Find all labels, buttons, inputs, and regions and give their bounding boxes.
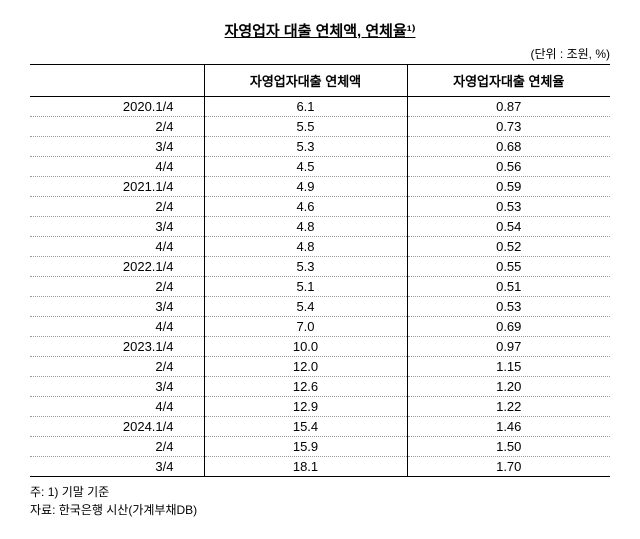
table-row: 3/44.80.54	[30, 217, 610, 237]
table-row: 3/45.40.53	[30, 297, 610, 317]
table-row: 4/44.80.52	[30, 237, 610, 257]
period-cell: 3/4	[30, 377, 204, 397]
period-cell: 2021.1/4	[30, 177, 204, 197]
amount-cell: 5.3	[204, 257, 407, 277]
amount-cell: 12.9	[204, 397, 407, 417]
amount-cell: 4.6	[204, 197, 407, 217]
table-row: 2/45.10.51	[30, 277, 610, 297]
rate-cell: 1.50	[407, 437, 610, 457]
table-row: 3/412.61.20	[30, 377, 610, 397]
amount-cell: 15.9	[204, 437, 407, 457]
table-row: 2024.1/415.41.46	[30, 417, 610, 437]
amount-cell: 4.9	[204, 177, 407, 197]
col-header-rate: 자영업자대출 연체율	[407, 65, 610, 97]
unit-label: (단위 : 조원, %)	[30, 45, 610, 62]
rate-cell: 0.52	[407, 237, 610, 257]
table-row: 2022.1/45.30.55	[30, 257, 610, 277]
rate-cell: 1.22	[407, 397, 610, 417]
table-row: 2/44.60.53	[30, 197, 610, 217]
period-cell: 4/4	[30, 237, 204, 257]
rate-cell: 0.69	[407, 317, 610, 337]
table-row: 2020.1/46.10.87	[30, 97, 610, 117]
table-row: 4/47.00.69	[30, 317, 610, 337]
table-row: 4/44.50.56	[30, 157, 610, 177]
period-cell: 2/4	[30, 357, 204, 377]
rate-cell: 0.68	[407, 137, 610, 157]
rate-cell: 0.53	[407, 197, 610, 217]
table-row: 3/418.11.70	[30, 457, 610, 477]
amount-cell: 18.1	[204, 457, 407, 477]
rate-cell: 0.97	[407, 337, 610, 357]
period-cell: 2/4	[30, 117, 204, 137]
footnote-line1: 주: 1) 기말 기준	[30, 483, 610, 501]
rate-cell: 1.70	[407, 457, 610, 477]
table-row: 2021.1/44.90.59	[30, 177, 610, 197]
rate-cell: 0.53	[407, 297, 610, 317]
table-row: 2/45.50.73	[30, 117, 610, 137]
amount-cell: 4.8	[204, 217, 407, 237]
amount-cell: 5.4	[204, 297, 407, 317]
table-row: 4/412.91.22	[30, 397, 610, 417]
period-cell: 2/4	[30, 197, 204, 217]
rate-cell: 0.87	[407, 97, 610, 117]
amount-cell: 6.1	[204, 97, 407, 117]
col-header-period	[30, 65, 204, 97]
amount-cell: 15.4	[204, 417, 407, 437]
period-cell: 2/4	[30, 277, 204, 297]
table-row: 2/415.91.50	[30, 437, 610, 457]
table-body: 2020.1/46.10.872/45.50.733/45.30.684/44.…	[30, 97, 610, 477]
rate-cell: 0.51	[407, 277, 610, 297]
data-table: 자영업자대출 연체액 자영업자대출 연체율 2020.1/46.10.872/4…	[30, 64, 610, 477]
amount-cell: 10.0	[204, 337, 407, 357]
footnote-line2: 자료: 한국은행 시산(가계부채DB)	[30, 501, 610, 519]
amount-cell: 5.5	[204, 117, 407, 137]
rate-cell: 1.20	[407, 377, 610, 397]
period-cell: 3/4	[30, 457, 204, 477]
period-cell: 4/4	[30, 157, 204, 177]
col-header-amount: 자영업자대출 연체액	[204, 65, 407, 97]
rate-cell: 1.15	[407, 357, 610, 377]
period-cell: 2023.1/4	[30, 337, 204, 357]
period-cell: 2024.1/4	[30, 417, 204, 437]
period-cell: 2020.1/4	[30, 97, 204, 117]
period-cell: 3/4	[30, 217, 204, 237]
period-cell: 4/4	[30, 317, 204, 337]
period-cell: 2022.1/4	[30, 257, 204, 277]
period-cell: 3/4	[30, 137, 204, 157]
amount-cell: 5.3	[204, 137, 407, 157]
amount-cell: 4.5	[204, 157, 407, 177]
table-row: 3/45.30.68	[30, 137, 610, 157]
rate-cell: 0.56	[407, 157, 610, 177]
period-cell: 3/4	[30, 297, 204, 317]
table-row: 2/412.01.15	[30, 357, 610, 377]
amount-cell: 12.6	[204, 377, 407, 397]
rate-cell: 0.54	[407, 217, 610, 237]
amount-cell: 7.0	[204, 317, 407, 337]
amount-cell: 4.8	[204, 237, 407, 257]
amount-cell: 12.0	[204, 357, 407, 377]
period-cell: 2/4	[30, 437, 204, 457]
amount-cell: 5.1	[204, 277, 407, 297]
rate-cell: 0.73	[407, 117, 610, 137]
rate-cell: 1.46	[407, 417, 610, 437]
table-row: 2023.1/410.00.97	[30, 337, 610, 357]
footnote: 주: 1) 기말 기준 자료: 한국은행 시산(가계부채DB)	[30, 483, 610, 519]
table-title: 자영업자 대출 연체액, 연체율¹⁾	[30, 20, 610, 41]
period-cell: 4/4	[30, 397, 204, 417]
rate-cell: 0.59	[407, 177, 610, 197]
rate-cell: 0.55	[407, 257, 610, 277]
